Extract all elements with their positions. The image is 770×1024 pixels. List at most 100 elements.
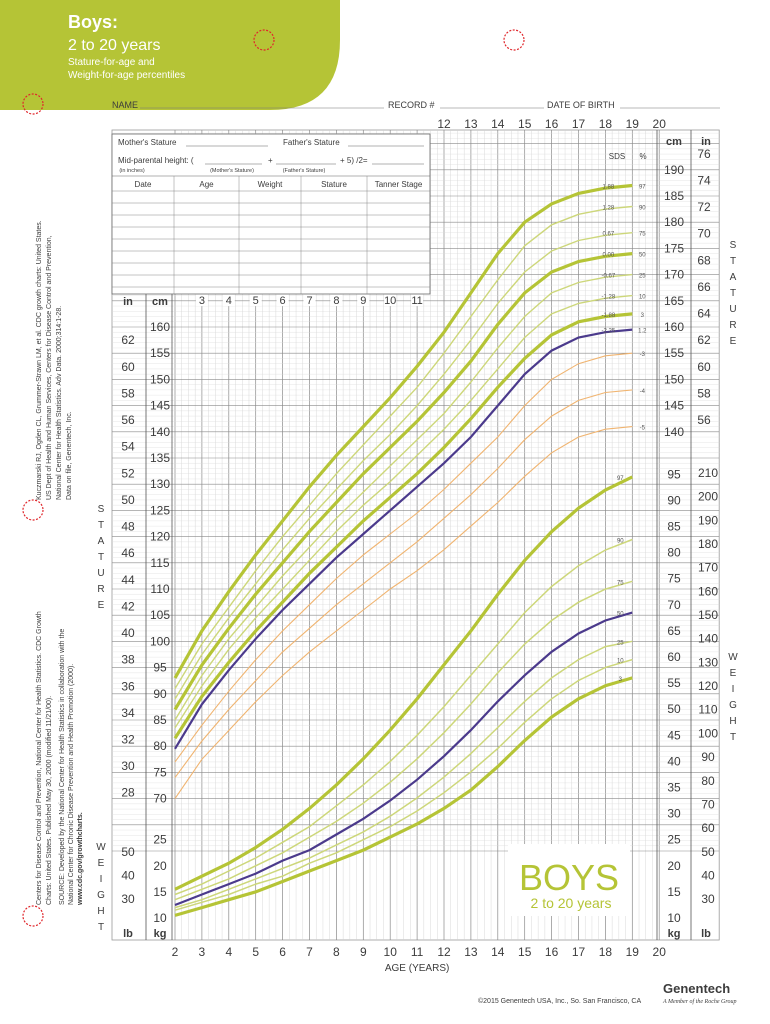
mothers-small-label: (Mother's Stature) — [210, 168, 254, 174]
unit-lb-right: lb — [701, 928, 711, 940]
stature-line-97 — [173, 183, 633, 679]
stature-sds-3: -1.88 — [602, 313, 616, 319]
x-axis-title: AGE (YEARS) — [385, 963, 449, 974]
weight-label-97: 97 — [617, 476, 624, 482]
lb-tick-right: 140 — [698, 632, 718, 646]
plot-frame — [111, 129, 720, 941]
form-col-0: Date — [135, 180, 152, 189]
stature-line-90 — [174, 205, 633, 689]
stature-label--4: -4 — [640, 389, 646, 395]
src-line-2: Charts: United States. Published May 30,… — [46, 696, 53, 905]
cm-tick-left: 85 — [153, 713, 167, 727]
cm-tick-left: 155 — [150, 346, 170, 360]
in-tick-right: 56 — [697, 413, 711, 427]
plus5-label: + 5) /2= — [340, 156, 368, 165]
stature-line-25 — [174, 273, 633, 721]
in-tick-left: 32 — [121, 732, 135, 746]
x-tick-bottom: 15 — [518, 945, 532, 959]
side-references: Kuczmarski RJ, Ogden CL, Grummer-Strawn … — [36, 220, 84, 906]
kg-tick-left: 25 — [153, 833, 167, 847]
kg-tick-right: 40 — [667, 754, 681, 768]
in-tick-left: 54 — [121, 440, 135, 454]
lb-tick-right: 110 — [698, 703, 717, 717]
ref-line-3: National Center for Health Statistics. A… — [56, 306, 63, 500]
in-tick-right: 72 — [697, 200, 711, 214]
kg-tick-right: 35 — [667, 781, 681, 795]
header-title: Boys: — [68, 12, 118, 32]
stature-title-right: E — [730, 336, 737, 347]
lb-tick-right: 130 — [698, 655, 718, 669]
cm-tick-right: 165 — [664, 294, 684, 308]
lb-tick-right: 40 — [701, 868, 715, 882]
stature-sds-25: -0.67 — [602, 274, 616, 280]
parent-form-box: Mother's Stature Father's Stature Mid-pare… — [111, 133, 431, 295]
unit-cm-left: cm — [152, 296, 168, 308]
cm-tick-right: 170 — [664, 268, 684, 282]
stature-line-50 — [173, 252, 633, 711]
x-tick-bottom: 4 — [225, 945, 232, 959]
lb-tick-right: 180 — [698, 537, 718, 551]
in-tick-left: 40 — [121, 626, 135, 640]
x-tick-mid-bg — [195, 294, 208, 306]
x-tick-mid-bg — [276, 294, 289, 306]
x-tick-mid-bg — [357, 294, 370, 306]
cm-tick-left: 125 — [150, 503, 170, 517]
weight-line-75 — [174, 580, 633, 901]
in-tick-right: 68 — [697, 253, 711, 267]
stature-line--5 — [174, 426, 633, 799]
kg-tick-right: 15 — [667, 885, 681, 899]
weight-label-10: 10 — [617, 659, 624, 665]
boys-label-box: BOYS 2 to 20 years — [508, 844, 630, 916]
kg-tick-right: 80 — [667, 546, 681, 560]
x-tick-bottom: 12 — [437, 945, 451, 959]
boys-big: BOYS — [519, 857, 619, 898]
x-tick-mid: 7 — [306, 295, 312, 307]
in-tick-right: 64 — [697, 307, 711, 321]
in-tick-left: 56 — [121, 413, 135, 427]
cm-tick-left: 70 — [153, 792, 167, 806]
x-tick-top: 12 — [437, 117, 451, 131]
kg-tick-right: 20 — [667, 859, 681, 873]
cm-tick-right: 180 — [664, 215, 684, 229]
cm-tick-right: 160 — [664, 320, 684, 334]
stature-label-90: 90 — [639, 205, 646, 211]
form-box-frame — [111, 133, 431, 295]
x-tick-top: 14 — [491, 117, 505, 131]
weight-line-50 — [174, 611, 633, 907]
x-tick-mid-bg — [222, 294, 235, 306]
cm-tick-left: 105 — [150, 608, 170, 622]
weight-title-right: H — [729, 716, 736, 727]
cm-tick-right: 140 — [664, 425, 684, 439]
kg-tick-left: 20 — [153, 859, 167, 873]
weight-line-90 — [174, 538, 633, 896]
plus-label: + — [268, 156, 273, 165]
x-tick-bottom: 10 — [384, 945, 398, 959]
stature-line-10 — [174, 294, 633, 729]
lb-tick-right: 80 — [701, 774, 715, 788]
kg-tick-right: 60 — [667, 650, 681, 664]
in-tick-right: 76 — [697, 147, 711, 161]
x-tick-bottom: 2 — [172, 945, 179, 959]
in-tick-left: 46 — [121, 546, 135, 560]
lb-tick-right: 60 — [701, 821, 715, 835]
x-tick-mid-bg — [303, 294, 316, 306]
in-tick-left: 50 — [121, 493, 135, 507]
x-tick-bottom: 14 — [491, 945, 505, 959]
x-tick-mid: 8 — [333, 295, 339, 307]
header-banner — [0, 0, 340, 110]
weight-line-3 — [174, 676, 633, 917]
in-tick-right: 58 — [697, 386, 711, 400]
x-tick-mid-bg — [330, 294, 343, 306]
x-tick-bottom: 19 — [626, 945, 640, 959]
stature-title-right: R — [729, 320, 736, 331]
cm-tick-left: 90 — [153, 687, 167, 701]
in-tick-left: 48 — [121, 520, 135, 534]
stature-label-25: 25 — [639, 274, 646, 280]
in-tick-right: 74 — [697, 173, 711, 187]
weight-title-left: W — [96, 842, 106, 853]
in-tick-right: 70 — [697, 227, 711, 241]
stature-title-left: R — [97, 584, 104, 595]
kg-tick-left: 10 — [153, 911, 167, 925]
stature-line-3 — [173, 312, 633, 740]
